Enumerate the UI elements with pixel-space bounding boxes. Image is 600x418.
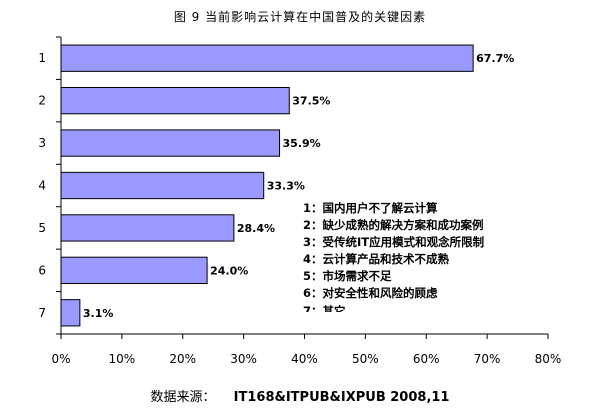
legend-item: 5：市场需求不足: [303, 269, 392, 284]
x-tick-label: 10%: [109, 352, 136, 366]
bars-group: [60, 44, 474, 327]
value-label: 37.5%: [292, 95, 330, 108]
legend-item: 4：云计算产品和技术不成熟: [303, 252, 450, 267]
bar: [60, 129, 281, 157]
legend-item: 6：对安全性和风险的顾虑: [303, 286, 438, 301]
x-tick-label: 80%: [535, 352, 562, 366]
labels-group: 1 67.7% 2 37.5% 3 35.9% 4 33.3% 5 28.4% 6 24.0% 7 3.1…: [38, 51, 561, 366]
source-value: IT168&ITPUB&IXPUB 2008,11: [233, 390, 450, 405]
x-tick-label: 60%: [413, 352, 440, 366]
bar: [60, 256, 208, 285]
source-label: 数据来源：: [150, 390, 216, 405]
category-label: 2: [38, 94, 46, 108]
category-label: 3: [38, 136, 46, 150]
bar: [60, 214, 235, 242]
value-label: 28.4%: [237, 222, 275, 235]
category-label: 1: [38, 51, 46, 65]
bar: [60, 44, 474, 72]
value-label: 33.3%: [267, 180, 305, 193]
value-label: 35.9%: [283, 137, 321, 150]
x-tick-label: 50%: [352, 352, 379, 366]
category-label: 7: [38, 306, 46, 320]
bar: [60, 171, 265, 200]
x-tick-label: 70%: [474, 352, 501, 366]
legend-item: 2：缺少成熟的解决方案和成功案例: [303, 218, 484, 233]
category-label: 5: [38, 221, 46, 235]
x-tick-label: 0%: [51, 352, 70, 366]
axes-group: [56, 36, 549, 339]
bar: [60, 86, 290, 115]
value-label: 3.1%: [83, 307, 114, 320]
x-tick-label: 20%: [169, 352, 196, 366]
chart-legend: 1：国内用户不了解云计算 2：缺少成熟的解决方案和成功案例 3：受传统IT应用模…: [303, 200, 548, 312]
category-label: 4: [38, 179, 46, 193]
legend-item: 7：其它: [303, 303, 346, 312]
legend-item: 3：受传统IT应用模式和观念所限制: [303, 235, 485, 250]
data-source: 数据来源： IT168&ITPUB&IXPUB 2008,11: [0, 386, 600, 405]
chart-title: 图 9 当前影响云计算在中国普及的关键因素: [173, 10, 427, 24]
value-label: 67.7%: [476, 52, 514, 65]
bar: [60, 299, 81, 327]
legend-item: 1：国内用户不了解云计算: [303, 201, 438, 215]
x-tick-label: 30%: [230, 352, 257, 366]
value-label: 24.0%: [210, 264, 248, 277]
category-label: 6: [38, 263, 46, 277]
x-tick-label: 40%: [291, 352, 318, 366]
